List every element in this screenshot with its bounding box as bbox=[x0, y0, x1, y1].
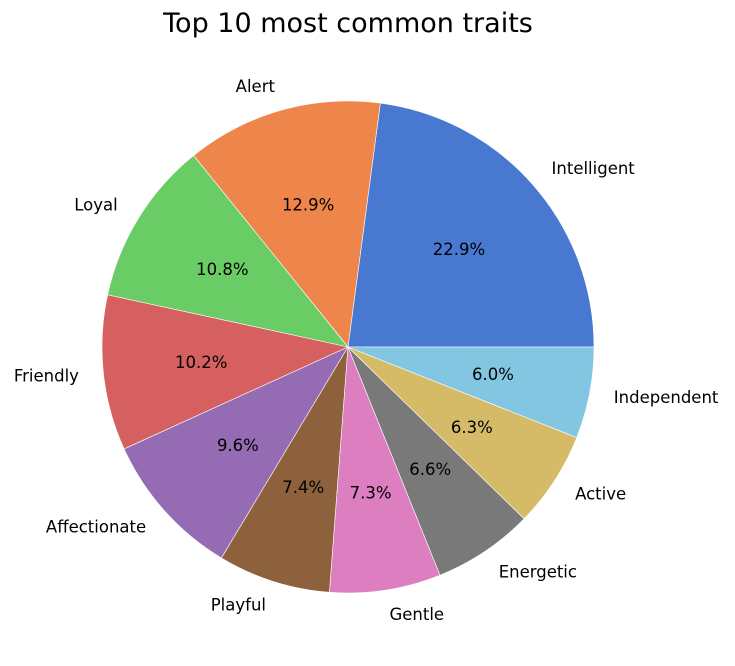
category-label-energetic: Energetic bbox=[499, 562, 577, 581]
category-label-independent: Independent bbox=[614, 388, 719, 407]
chart-title: Top 10 most common traits bbox=[162, 8, 533, 39]
category-label-loyal: Loyal bbox=[74, 195, 117, 214]
category-label-alert: Alert bbox=[236, 77, 276, 96]
category-label-active: Active bbox=[575, 485, 626, 504]
pie-slice-intelligent bbox=[347, 102, 595, 348]
percent-label-loyal: 10.8% bbox=[196, 260, 248, 279]
pie-slices bbox=[101, 100, 595, 594]
percent-label-gentle: 7.3% bbox=[350, 483, 392, 502]
percent-label-affectionate: 9.6% bbox=[217, 436, 259, 455]
percent-labels: 22.9% 12.9% 10.8% 10.2% 9.6% 7.4% 7.3% 6.6% 6.3%… bbox=[175, 195, 514, 502]
pie-slice-gentle bbox=[329, 346, 441, 594]
pie-slice-independent bbox=[347, 346, 595, 438]
category-label-intelligent: Intelligent bbox=[552, 159, 636, 178]
category-labels: Intelligent Alert Loyal Friendly Affectionat… bbox=[14, 77, 719, 624]
percent-label-independent: 6.0% bbox=[472, 365, 514, 384]
percent-label-active: 6.3% bbox=[451, 418, 493, 437]
pie-slice-alert bbox=[193, 100, 381, 348]
pie-slice-friendly bbox=[101, 294, 349, 450]
percent-label-playful: 7.4% bbox=[282, 478, 324, 497]
percent-label-friendly: 10.2% bbox=[175, 353, 227, 372]
percent-label-alert: 12.9% bbox=[282, 195, 334, 214]
category-label-gentle: Gentle bbox=[389, 605, 444, 624]
percent-label-energetic: 6.6% bbox=[409, 460, 451, 479]
category-label-friendly: Friendly bbox=[14, 366, 79, 385]
pie-slice-playful bbox=[221, 346, 349, 593]
pie-slice-affectionate bbox=[123, 346, 349, 559]
category-label-playful: Playful bbox=[211, 595, 266, 614]
pie-slice-loyal bbox=[107, 155, 349, 348]
percent-label-intelligent: 22.9% bbox=[433, 240, 485, 259]
category-label-affectionate: Affectionate bbox=[46, 518, 146, 537]
